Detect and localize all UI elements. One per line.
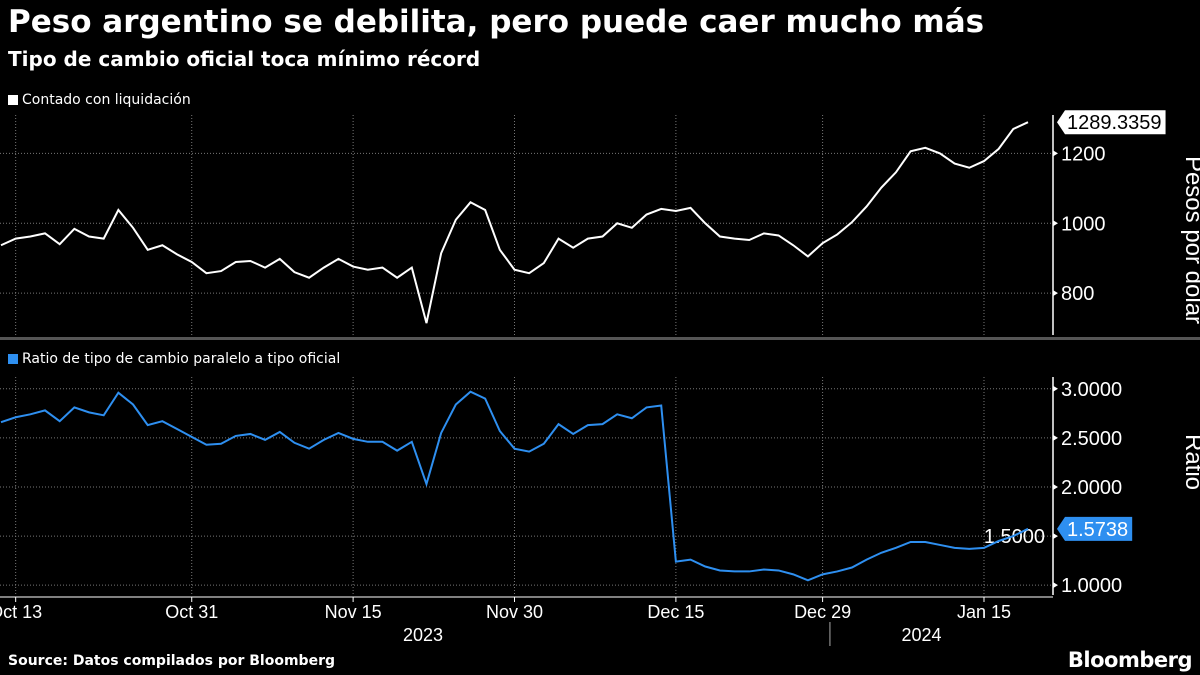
y-axis-title: Ratio xyxy=(1180,434,1200,490)
legend-top: Contado con liquidación xyxy=(8,92,191,108)
y-tick-label: 3.0000 xyxy=(1061,379,1122,401)
y-tick xyxy=(1053,533,1058,540)
x-tick-label: Nov 15 xyxy=(325,602,382,622)
y-tick xyxy=(1053,434,1058,441)
chart-subtitle: Tipo de cambio oficial toca mínimo récor… xyxy=(8,47,481,71)
last-value-badge xyxy=(1057,110,1166,135)
x-tick-label: Nov 30 xyxy=(486,602,543,622)
last-value-badge xyxy=(1057,516,1133,541)
y-tick-label: 1200 xyxy=(1061,143,1106,165)
legend-swatch xyxy=(8,95,18,105)
y-axis-title: Pesos por dólar xyxy=(1180,156,1200,324)
chart-title: Peso argentino se debilita, pero puede c… xyxy=(8,4,985,40)
y-tick xyxy=(1053,150,1058,157)
last-value-label: 1289.3359 xyxy=(1067,112,1162,134)
y-tick-label: 1000 xyxy=(1061,213,1106,235)
x-tick-label: Jan 15 xyxy=(957,602,1011,622)
source-note: Source: Datos compilados por Bloomberg xyxy=(8,653,335,669)
y-tick xyxy=(1053,290,1058,297)
legend-swatch xyxy=(8,354,18,364)
year-label: 2023 xyxy=(403,625,443,645)
legend-label: Ratio de tipo de cambio paralelo a tipo … xyxy=(22,351,341,367)
x-tick-label: Oct 31 xyxy=(165,602,218,622)
y-tick-label: 1.0000 xyxy=(1061,575,1122,597)
x-tick-label: Dec 29 xyxy=(794,602,851,622)
y-tick xyxy=(1053,582,1058,589)
y-tick xyxy=(1053,385,1058,392)
y-tick-label: 2.0000 xyxy=(1061,477,1122,499)
y-tick xyxy=(1053,220,1058,227)
x-tick-label: Dec 15 xyxy=(647,602,704,622)
y-tick-label: 1.5000 xyxy=(984,526,1045,548)
year-label: 2024 xyxy=(901,625,941,645)
series-line xyxy=(0,121,1029,324)
panel-divider xyxy=(0,337,1200,340)
legend-bottom: Ratio de tipo de cambio paralelo a tipo … xyxy=(8,351,340,367)
last-value-label: 1.5738 xyxy=(1067,519,1128,541)
y-tick-label: 800 xyxy=(1061,283,1094,305)
series-line xyxy=(0,390,1029,582)
legend-label: Contado con liquidación xyxy=(22,92,191,108)
x-tick-label: Oct 13 xyxy=(0,602,42,622)
y-tick xyxy=(1053,483,1058,490)
y-tick-label: 2.5000 xyxy=(1061,428,1122,450)
bloomberg-logo: Bloomberg xyxy=(1067,648,1193,672)
